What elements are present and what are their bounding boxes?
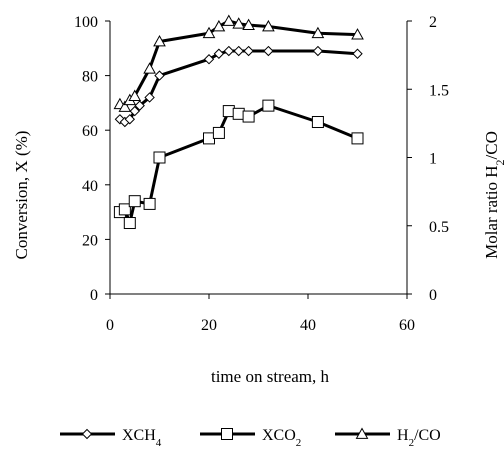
series-layer: [113, 14, 364, 230]
data-point-xch4: [154, 70, 165, 81]
legend-label-xco2: XCO2: [262, 427, 301, 449]
data-point-xco2: [123, 217, 136, 230]
data-point-xco2: [262, 99, 275, 112]
data-point-xco2: [222, 105, 235, 118]
data-point-h2-co: [202, 26, 216, 39]
x-tick-label: 0: [106, 317, 114, 334]
y-right-tick-label: 1.5: [429, 82, 449, 99]
data-point-xch4: [233, 45, 244, 57]
y-left-tick-label: 0: [90, 287, 98, 304]
series-xco2: [113, 99, 364, 230]
data-point-xch4: [213, 48, 225, 59]
data-point-xch4: [312, 45, 324, 57]
legend-label-base: XCH: [122, 427, 156, 444]
data-point-xch4: [352, 48, 363, 59]
data-point-xch4: [223, 45, 235, 57]
legend-label-sub: 2: [296, 437, 302, 449]
data-point-xco2: [351, 132, 364, 145]
data-point-xch4: [263, 45, 274, 57]
legend-label-base: XCO: [262, 427, 296, 444]
legend-label-sub: 2: [409, 437, 415, 449]
x-tick-label: 40: [300, 317, 316, 334]
data-point-h2-co: [242, 18, 255, 30]
data-point-xch4: [243, 45, 254, 57]
y-right-tick-label: 1: [429, 151, 437, 168]
data-point-xco2: [212, 126, 225, 139]
legend-marker-h2-co: [355, 427, 369, 439]
data-point-h2-co: [232, 17, 246, 29]
series-h2-co: [113, 14, 364, 112]
x-tick-label: 20: [201, 317, 217, 334]
y-left-tick-label: 40: [82, 178, 98, 195]
legend-label-sub: 4: [156, 437, 162, 449]
data-point-xco2: [242, 110, 255, 123]
y-right-tick-label: 0: [429, 287, 437, 304]
data-point-xco2: [153, 151, 166, 164]
legend-label-end: /CO: [414, 427, 441, 444]
data-point-xch4: [134, 100, 145, 111]
data-point-xch4: [203, 54, 215, 65]
data-point-xch4: [129, 105, 140, 117]
legend-item-xco2: XCO2: [200, 427, 301, 449]
data-point-h2-co: [153, 34, 166, 47]
series-xch4: [114, 45, 363, 128]
data-point-xco2: [203, 132, 215, 145]
data-point-xco2: [311, 116, 324, 129]
y-left-tick-label: 20: [82, 232, 98, 249]
data-point-h2-co: [128, 89, 142, 101]
y-left-tick-label: 80: [82, 69, 98, 86]
x-tick-label: 60: [399, 317, 415, 334]
data-point-h2-co: [311, 26, 325, 39]
legend-item-xch4: XCH4: [60, 427, 162, 449]
y-left-tick-label: 100: [74, 14, 98, 31]
legend-label-base: H: [397, 427, 409, 444]
y-right-title-sub: 2: [493, 159, 504, 165]
data-point-h2-co: [143, 62, 156, 74]
data-point-xco2: [118, 203, 131, 216]
data-point-h2-co: [212, 19, 226, 32]
legend-marker-xco2: [221, 428, 233, 440]
y-left-axis-title: Conversion, X (%): [12, 131, 31, 260]
y-right-axis-title: Molar ratio H2/CO: [482, 131, 504, 259]
y-right-tick-label: 2: [429, 14, 437, 31]
data-point-xco2: [128, 195, 141, 208]
legend: XCH4 XCO2 H2/CO: [60, 427, 441, 449]
data-point-h2-co: [351, 28, 364, 40]
data-point-xco2: [232, 107, 245, 120]
legend-item-h2-co: H2/CO: [335, 427, 441, 449]
y-right-tick-label: 0.5: [429, 219, 449, 236]
data-point-xch4: [124, 114, 136, 125]
data-point-h2-co: [262, 19, 275, 32]
y-right-title-base: Molar ratio H: [482, 165, 501, 258]
data-point-h2-co: [118, 100, 132, 112]
y-right-title-end: /CO: [482, 131, 501, 159]
y-left-tick-label: 60: [82, 123, 98, 140]
data-point-xco2: [143, 197, 156, 210]
data-point-xch4: [144, 92, 155, 103]
legend-label-xch4: XCH4: [122, 427, 162, 449]
x-axis-title: time on stream, h: [211, 367, 330, 386]
legend-marker-xch4: [81, 428, 93, 440]
legend-label-h2-co: H2/CO: [397, 427, 441, 449]
data-point-h2-co: [222, 14, 236, 26]
